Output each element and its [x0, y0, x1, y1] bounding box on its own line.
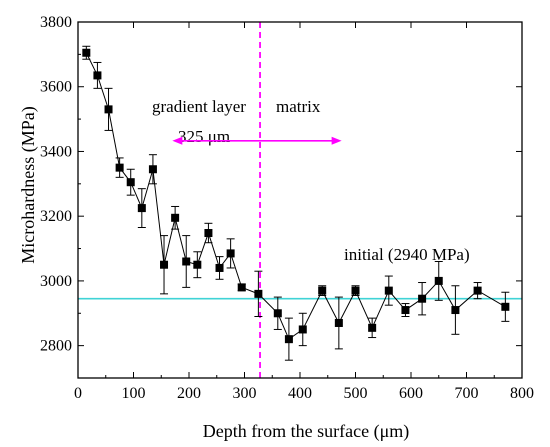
- x-tick-label: 700: [455, 385, 479, 402]
- series-line: [85, 52, 506, 340]
- data-point: [368, 323, 377, 332]
- annotation-matrix: matrix: [276, 97, 321, 116]
- data-point: [254, 289, 263, 298]
- y-tick-label: 3400: [40, 143, 72, 160]
- data-point: [126, 178, 135, 187]
- y-tick-label: 2800: [40, 338, 72, 355]
- data-point: [284, 335, 293, 344]
- region-arrow: [172, 136, 342, 145]
- data-point: [273, 309, 282, 318]
- data-point: [82, 48, 91, 57]
- data-point: [115, 163, 124, 172]
- data-point: [160, 260, 169, 269]
- data-series: [82, 45, 510, 361]
- data-point: [93, 71, 102, 80]
- data-point: [182, 257, 191, 266]
- reference-lines: [78, 22, 522, 378]
- arrow-head-right: [331, 136, 342, 145]
- x-axis-label: Depth from the surface (μm): [203, 421, 410, 442]
- data-point: [384, 286, 393, 295]
- y-tick-label: 3000: [40, 273, 72, 290]
- data-point: [148, 165, 157, 174]
- data-point: [318, 286, 327, 295]
- x-tick-label: 600: [399, 385, 423, 402]
- data-point: [418, 294, 427, 303]
- annotation-gradient-layer: gradient layer: [152, 97, 246, 116]
- annotation-depth: 325 μm: [178, 127, 230, 146]
- x-tick-label: 200: [177, 385, 201, 402]
- y-axis-label: Microhardness (MPa): [18, 106, 39, 263]
- axes: [77, 21, 523, 379]
- x-tick-label: 100: [122, 385, 146, 402]
- arrow-head-left: [172, 136, 183, 145]
- data-point: [451, 306, 460, 315]
- data-point: [473, 286, 482, 295]
- data-point: [298, 325, 307, 334]
- data-point: [401, 306, 410, 315]
- x-tick-label: 800: [510, 385, 534, 402]
- x-tick-label: 300: [233, 385, 257, 402]
- data-point: [237, 283, 246, 292]
- y-tick-label: 3600: [40, 79, 72, 96]
- x-tick-label: 0: [74, 385, 82, 402]
- data-point: [226, 249, 235, 258]
- data-point: [334, 318, 343, 327]
- y-tick-label: 3800: [40, 14, 72, 31]
- data-point: [137, 204, 146, 213]
- tick-labels: 0 100 200 300 400 500 600 700 800 2800 3000 3200 340…: [40, 14, 534, 402]
- x-tick-label: 500: [344, 385, 368, 402]
- x-tick-label: 400: [288, 385, 312, 402]
- data-point: [351, 286, 360, 295]
- annotation-initial: initial (2940 MPa): [344, 245, 470, 264]
- data-point: [171, 213, 180, 222]
- data-point: [104, 105, 113, 114]
- data-point: [215, 263, 224, 272]
- data-point: [434, 276, 443, 285]
- data-point: [204, 229, 213, 238]
- data-point: [193, 260, 202, 269]
- data-point: [501, 302, 510, 311]
- y-tick-label: 3200: [40, 208, 72, 225]
